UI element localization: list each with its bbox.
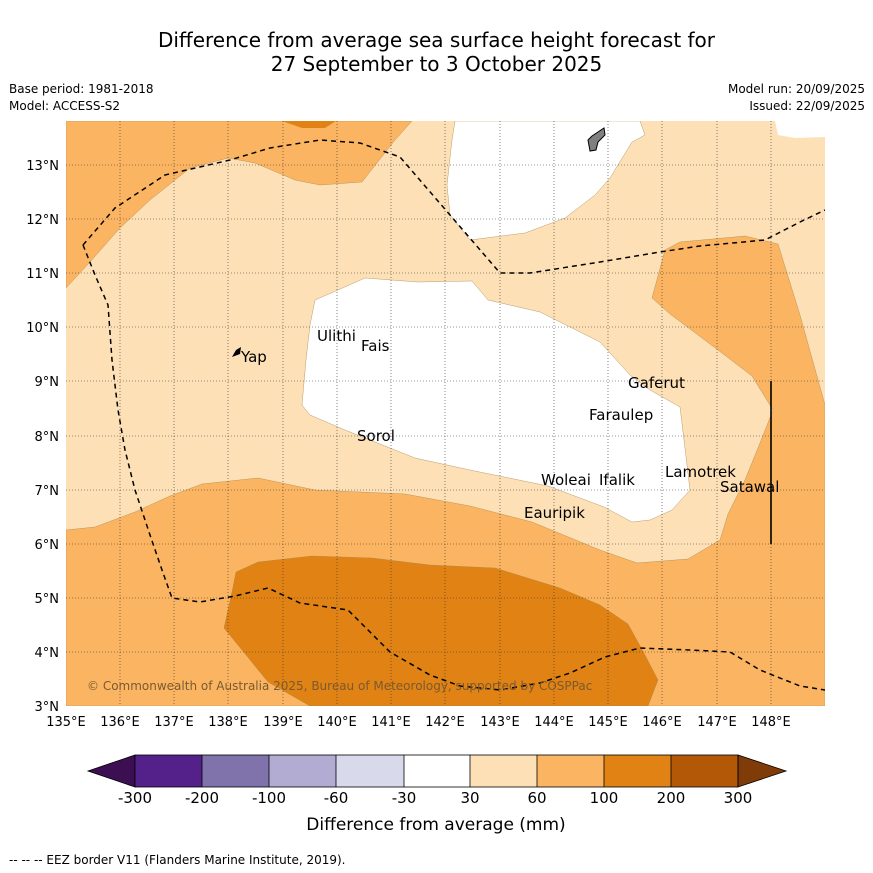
colorbar-segment (671, 755, 738, 787)
lat-label: 3°N (35, 700, 60, 715)
colorbar-segment (336, 755, 404, 787)
place-label-fais: Fais (361, 337, 390, 355)
meta-right: Model run: 20/09/2025 Issued: 22/09/2025 (728, 81, 865, 115)
colorbar-label: Difference from average (mm) (306, 815, 565, 835)
colorbar-tick: -30 (392, 789, 417, 807)
place-label-lamotrek: Lamotrek (665, 463, 736, 481)
lat-label: 12°N (26, 213, 59, 228)
model-name: Model: ACCESS-S2 (9, 99, 121, 113)
copyright-text: © Commonwealth of Australia 2025, Bureau… (87, 679, 592, 693)
place-labels: Yap Ulithi Fais Gaferut Faraulep Sorol W… (240, 327, 779, 522)
guam-island (587, 127, 606, 152)
lon-label: 137°E (154, 715, 194, 730)
map-area: Yap Ulithi Fais Gaferut Faraulep Sorol W… (66, 121, 825, 706)
contour-100-200-south (223, 555, 659, 706)
contour-60-100-northwest (66, 121, 413, 289)
lon-label: 143°E (480, 715, 520, 730)
place-label-satawal: Satawal (720, 478, 779, 496)
colorbar-segment (404, 755, 470, 787)
colorbar-tick: -200 (185, 789, 219, 807)
eez-footnote: -- -- -- EEZ border V11 (Flanders Marine… (9, 853, 346, 867)
title-line-1: Difference from average sea surface heig… (157, 28, 716, 52)
lon-label: 136°E (100, 715, 140, 730)
eez-border-south (82, 244, 825, 691)
place-label-gaferut: Gaferut (628, 374, 685, 392)
colorbar-extend-min (86, 754, 136, 788)
lat-label: 4°N (35, 646, 60, 661)
lon-label: 147°E (697, 715, 737, 730)
colorbar-extend-max (737, 754, 788, 788)
lat-label: 8°N (35, 430, 60, 445)
lon-label: 146°E (642, 715, 682, 730)
colorbar: -300 -200 -100 -60 -30 30 60 100 200 300… (86, 754, 788, 835)
lat-label: 9°N (35, 375, 60, 390)
issued-date: Issued: 22/09/2025 (749, 99, 865, 113)
neutral-region-northeast (775, 121, 825, 138)
colorbar-tick: 300 (724, 789, 753, 807)
colorbar-segment (202, 755, 269, 787)
lon-label: 141°E (371, 715, 411, 730)
lat-label: 13°N (26, 159, 59, 174)
lat-label: 6°N (35, 538, 60, 553)
place-label-ifalik: Ifalik (599, 471, 635, 489)
colorbar-tick: 200 (657, 789, 686, 807)
neutral-region-north (446, 121, 646, 241)
lon-label: 148°E (751, 715, 791, 730)
place-label-yap: Yap (240, 348, 267, 366)
lon-label: 142°E (425, 715, 465, 730)
colorbar-segment (269, 755, 336, 787)
lat-label: 10°N (26, 321, 59, 336)
place-label-eauripik: Eauripik (524, 504, 585, 522)
colorbar-tick: -60 (324, 789, 349, 807)
colorbar-segment (135, 755, 202, 787)
eez-border-north (82, 139, 825, 274)
place-label-ulithi: Ulithi (317, 327, 356, 345)
title-line-2: 27 September to 3 October 2025 (270, 52, 603, 76)
neutral-region-central (301, 277, 691, 523)
latitude-labels: 3°N 4°N 5°N 6°N 7°N 8°N 9°N 10°N 11°N 12… (26, 159, 59, 715)
colorbar-segment (470, 755, 537, 787)
colorbar-segment (537, 755, 604, 787)
lon-label: 138°E (208, 715, 248, 730)
place-label-faraulep: Faraulep (589, 406, 653, 424)
place-label-sorol: Sorol (357, 427, 395, 445)
colorbar-tick: 60 (527, 789, 546, 807)
lon-label: 144°E (534, 715, 574, 730)
graticule (66, 121, 825, 706)
place-label-woleai: Woleai (541, 471, 591, 489)
lat-label: 7°N (35, 484, 60, 499)
contour-100-200-north (282, 121, 336, 128)
base-period: Base period: 1981-2018 (9, 82, 154, 96)
colorbar-tick: -300 (118, 789, 152, 807)
meta-left: Base period: 1981-2018 Model: ACCESS-S2 (9, 81, 154, 115)
model-run: Model run: 20/09/2025 (727, 82, 865, 96)
colorbar-tick: -100 (252, 789, 286, 807)
colorbar-frame (134, 754, 739, 788)
lat-label: 11°N (26, 267, 59, 282)
colorbar-tick: 100 (590, 789, 619, 807)
map-title: Difference from average sea surface heig… (0, 28, 873, 76)
lat-label: 5°N (35, 592, 60, 607)
colorbar-tick: 30 (460, 789, 479, 807)
lon-label: 140°E (317, 715, 357, 730)
lon-label: 139°E (263, 715, 303, 730)
colorbar-segment (604, 755, 671, 787)
lon-label: 145°E (588, 715, 628, 730)
longitude-labels: 135°E 136°E 137°E 138°E 139°E 140°E 141°… (46, 715, 791, 730)
yap-island (232, 347, 241, 357)
lon-label: 135°E (46, 715, 86, 730)
